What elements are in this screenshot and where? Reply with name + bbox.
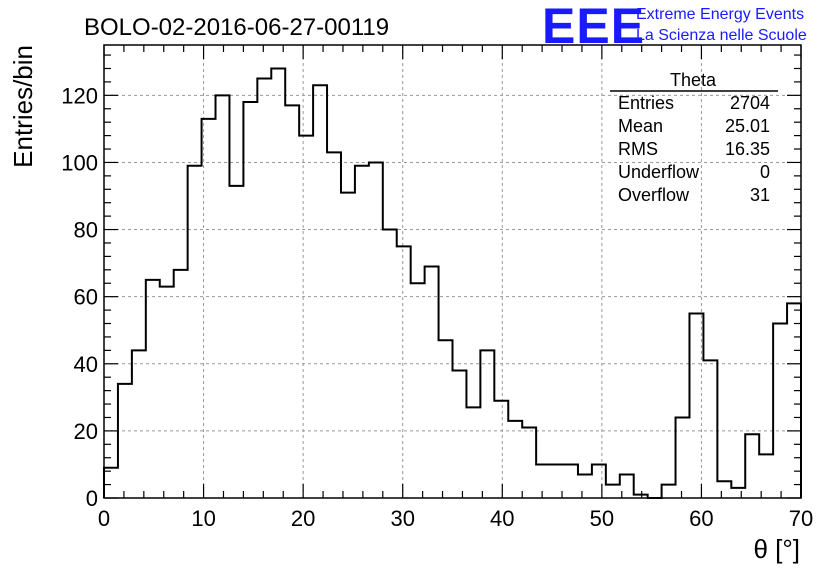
y-tick-label: 60 bbox=[74, 285, 98, 310]
x-axis-ticks: 0 10 20 30 40 50 60 70 bbox=[98, 45, 813, 531]
x-tick-label: 70 bbox=[789, 506, 813, 531]
x-tick-label: 20 bbox=[291, 506, 315, 531]
x-tick-label: 30 bbox=[390, 506, 414, 531]
eee-logo: EEE Extreme Energy Events La Scienza nel… bbox=[542, 0, 807, 54]
stats-row-label: Mean bbox=[618, 116, 663, 136]
stats-rows: Entries 2704 Mean 25.01 RMS 16.35 Underflow 0 Ov… bbox=[618, 93, 770, 205]
stats-row-label: Underflow bbox=[618, 162, 700, 182]
stats-row-value: 31 bbox=[750, 185, 770, 205]
x-tick-label: 60 bbox=[689, 506, 713, 531]
eee-logo-mark: EEE bbox=[542, 0, 645, 54]
eee-logo-line1: Extreme Energy Events bbox=[636, 6, 804, 23]
y-axis-ticks: 0 20 40 60 80 100 120 bbox=[61, 54, 801, 511]
y-axis-label: Entries/bin bbox=[8, 45, 38, 168]
x-tick-label: 0 bbox=[98, 506, 110, 531]
x-tick-label: 40 bbox=[490, 506, 514, 531]
y-tick-label: 0 bbox=[86, 486, 98, 511]
stats-row-value: 16.35 bbox=[725, 139, 770, 159]
y-tick-label: 20 bbox=[74, 419, 98, 444]
y-tick-label: 80 bbox=[74, 218, 98, 243]
x-tick-label: 50 bbox=[590, 506, 614, 531]
plot-frame bbox=[103, 44, 802, 499]
histogram-outline bbox=[103, 67, 802, 499]
stats-row-label: Entries bbox=[618, 93, 674, 113]
eee-logo-line2: La Scienza nelle Scuole bbox=[636, 27, 807, 44]
x-tick-label: 10 bbox=[191, 506, 215, 531]
stats-row-value: 25.01 bbox=[725, 116, 770, 136]
stats-row-value: 0 bbox=[760, 162, 770, 182]
grid-lines bbox=[104, 45, 801, 498]
stats-row-value: 2704 bbox=[730, 93, 770, 113]
x-axis-label: θ [°] bbox=[753, 534, 800, 564]
stats-row-label: Overflow bbox=[618, 185, 690, 205]
y-tick-label: 40 bbox=[74, 352, 98, 377]
stats-title: Theta bbox=[670, 70, 717, 90]
y-tick-label: 100 bbox=[61, 150, 98, 175]
y-tick-label: 120 bbox=[61, 83, 98, 108]
stats-row-label: RMS bbox=[618, 139, 658, 159]
stats-box: Theta Entries 2704 Mean 25.01 RMS 16.35 Underf… bbox=[610, 70, 778, 205]
chart-title: BOLO-02-2016-06-27-00119 bbox=[84, 14, 389, 41]
